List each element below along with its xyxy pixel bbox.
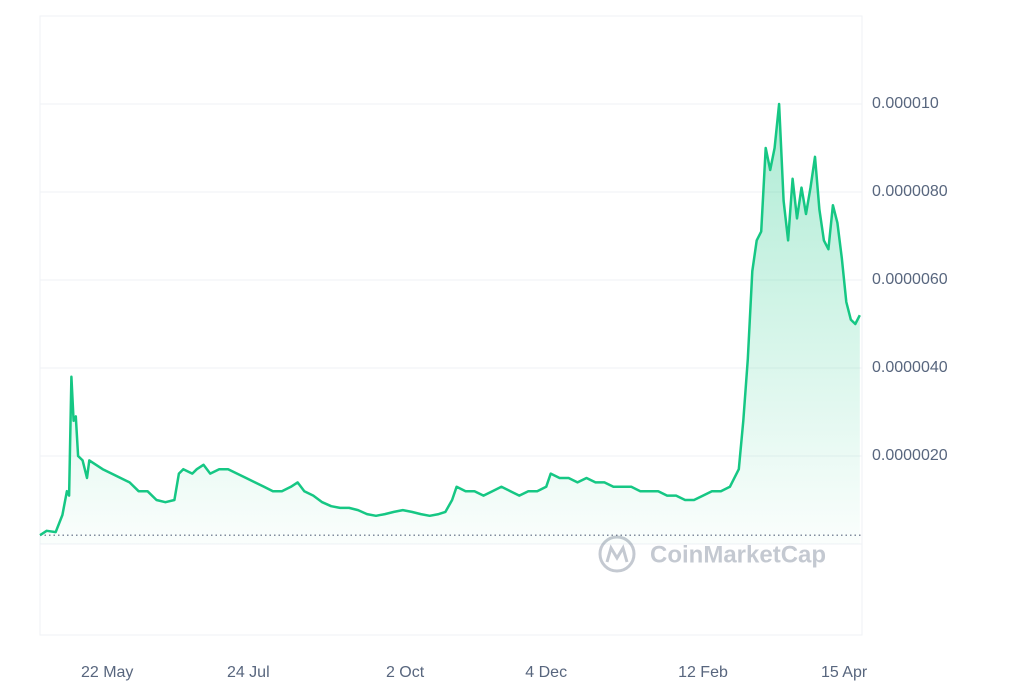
watermark-text: CoinMarketCap	[650, 541, 826, 568]
x-tick-label: 2 Oct	[386, 664, 425, 681]
watermark: CoinMarketCap	[598, 535, 826, 573]
price-line	[39, 102, 861, 537]
x-tick-label: 15 Apr	[821, 664, 868, 681]
x-tick-label: 12 Feb	[678, 664, 728, 681]
watermark-logo-mark	[605, 544, 629, 563]
y-tick-label: 0.000010	[872, 95, 939, 112]
plot-frame	[39, 15, 863, 636]
grid	[40, 103, 862, 457]
x-tick-label: 24 Jul	[227, 664, 270, 681]
y-tick-label: 0.0000040	[872, 359, 948, 376]
x-tick-label: 22 May	[81, 664, 133, 681]
y-tick-label: 0.0000060	[872, 271, 948, 288]
y-tick-label: 0.0000020	[872, 447, 948, 464]
price-area	[40, 104, 860, 544]
x-tick-label: 4 Dec	[525, 664, 567, 681]
y-tick-label: 0.0000080	[872, 183, 948, 200]
